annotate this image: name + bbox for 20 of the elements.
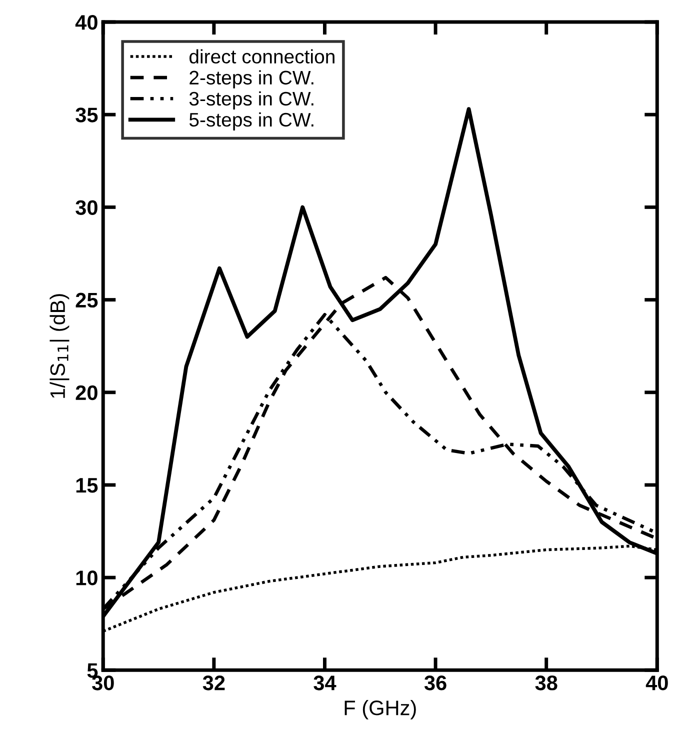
y-tick-label: 5 [87, 663, 98, 678]
legend-label: 3-steps in CW. [189, 91, 314, 110]
x-tick-label: 32 [202, 676, 225, 690]
legend-label: direct connection [189, 49, 334, 64]
legend-label: 5-steps in CW. [189, 112, 314, 130]
y-tick-label: 40 [75, 15, 98, 30]
y-tick-label: 25 [76, 292, 98, 308]
x-tick-label: 34 [314, 676, 336, 690]
x-tick-label: 36 [424, 676, 446, 690]
x-tick-label: 38 [535, 676, 558, 690]
x-tick-label: 30 [92, 676, 114, 690]
y-tick-label: 35 [76, 108, 98, 122]
y-tick-label: 10 [76, 570, 98, 586]
x-tick-label: 40 [646, 676, 668, 690]
y-tick-label: 30 [76, 200, 98, 215]
legend-label: 2-steps in CW. [190, 70, 314, 88]
x-axis-title: F (GHz) [344, 700, 416, 720]
y-tick-label: 20 [76, 385, 98, 400]
y-tick-label: 15 [76, 478, 98, 493]
y-axis-title: 1/|S$_{11}$| (dB) [50, 294, 70, 398]
